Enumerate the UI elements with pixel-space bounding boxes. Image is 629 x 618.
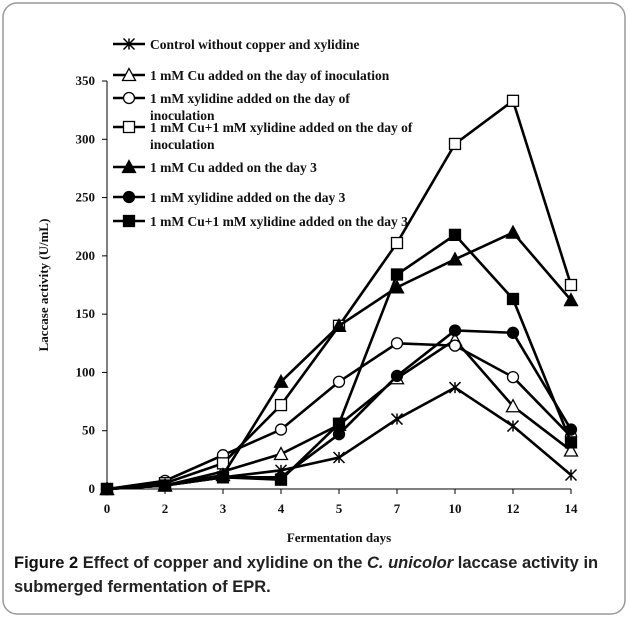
marker <box>332 428 346 441</box>
marker <box>506 292 520 306</box>
x-axis-title: Fermentation days <box>287 530 391 545</box>
y-tick-label: 250 <box>76 190 96 205</box>
marker <box>447 251 463 266</box>
marker <box>389 279 405 294</box>
figure-label: Figure 2 <box>14 554 79 572</box>
marker <box>274 423 288 436</box>
caption-italic: C. unicolor <box>367 554 454 572</box>
marker <box>448 381 462 394</box>
legend-marker <box>122 214 136 228</box>
marker <box>332 375 346 388</box>
marker <box>390 268 404 281</box>
y-tick-label: 50 <box>82 423 95 438</box>
legend-label: 1 mM xylidine added on the day of inocul… <box>150 91 350 123</box>
caption-text: Effect of copper and xylidine on the <box>82 554 363 572</box>
legend-label: 1 mM Cu added on the day 3 <box>150 160 317 175</box>
series-line <box>106 338 572 491</box>
marker <box>505 224 521 239</box>
marker <box>448 324 462 337</box>
legend-label: 1 mM Cu added on the day of inoculation <box>150 68 390 83</box>
marker <box>273 373 289 388</box>
marker <box>390 236 404 250</box>
y-tick-label: 200 <box>76 248 96 263</box>
marker <box>332 417 346 430</box>
legend-label: 1 mM xylidine added on the day 3 <box>150 190 346 205</box>
legend-label: 1 mM Cu+1 mM xylidine added on the day 3 <box>150 214 408 229</box>
marker <box>506 370 520 384</box>
marker <box>274 398 288 412</box>
marker <box>506 326 520 339</box>
y-tick-label: 350 <box>76 73 96 88</box>
marker <box>564 436 578 449</box>
x-tick-label: 7 <box>394 501 401 516</box>
marker <box>390 369 404 383</box>
series-line <box>106 233 573 491</box>
legend-marker <box>122 120 136 134</box>
legend-marker <box>122 91 136 105</box>
marker <box>448 228 462 242</box>
marker <box>331 317 347 332</box>
marker <box>564 468 578 482</box>
y-tick-label: 150 <box>76 306 96 321</box>
marker <box>505 398 521 413</box>
marker <box>158 479 172 492</box>
x-tick-label: 4 <box>278 501 285 516</box>
x-tick-label: 5 <box>336 501 343 516</box>
caption: Figure 2 Effect of copper and xylidine o… <box>14 551 614 599</box>
series-line <box>106 329 573 491</box>
marker <box>506 94 520 107</box>
marker <box>390 337 404 350</box>
marker <box>100 482 114 496</box>
marker <box>563 442 579 457</box>
y-tick-label: 0 <box>89 481 96 496</box>
legend-marker <box>122 190 136 204</box>
legend-marker <box>121 67 137 82</box>
x-tick-label: 3 <box>220 501 227 516</box>
caption-text: laccase activity in submerged fermentati… <box>14 554 599 596</box>
y-axis-title: Laccase activity (U/mL) <box>36 219 51 352</box>
x-tick-label: 12 <box>507 501 520 516</box>
marker <box>448 137 462 151</box>
marker <box>390 413 404 426</box>
x-tick-label: 2 <box>162 501 169 516</box>
x-tick-label: 0 <box>104 501 111 516</box>
marker <box>273 446 289 461</box>
x-tick-label: 10 <box>449 501 462 516</box>
legend-marker <box>121 159 137 174</box>
marker <box>216 471 230 484</box>
marker <box>564 278 578 292</box>
y-tick-label: 100 <box>76 364 96 379</box>
legend-label: Control without copper and xylidine <box>150 37 360 52</box>
series-line <box>106 230 572 491</box>
marker <box>274 473 288 486</box>
x-tick-label: 14 <box>565 501 579 516</box>
marker <box>332 451 346 464</box>
marker <box>506 420 520 433</box>
marker <box>448 339 462 352</box>
legend-marker <box>122 37 136 51</box>
y-tick-label: 300 <box>76 131 96 146</box>
series-line <box>106 341 572 491</box>
legend-label: 1 mM Cu+1 mM xylidine added on the day o… <box>150 120 413 152</box>
marker <box>563 292 579 307</box>
